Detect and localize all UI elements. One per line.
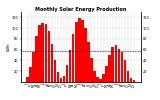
Bar bbox=[108, 55, 111, 82]
Bar bbox=[112, 47, 114, 82]
Bar bbox=[32, 52, 35, 82]
Bar bbox=[93, 71, 96, 82]
Bar bbox=[78, 18, 81, 82]
Bar bbox=[127, 71, 129, 82]
Bar bbox=[38, 26, 41, 82]
Bar bbox=[54, 60, 56, 82]
Bar bbox=[90, 58, 93, 82]
Bar bbox=[51, 44, 53, 82]
Bar bbox=[57, 72, 59, 82]
Title: Monthly Solar Energy Production: Monthly Solar Energy Production bbox=[35, 7, 127, 12]
Bar bbox=[105, 66, 108, 82]
Bar bbox=[48, 31, 50, 82]
Y-axis label: kWh: kWh bbox=[7, 43, 11, 51]
Bar bbox=[124, 60, 126, 82]
Bar bbox=[41, 23, 44, 82]
Bar bbox=[75, 22, 78, 82]
Bar bbox=[96, 77, 99, 82]
Bar bbox=[84, 28, 87, 82]
Bar bbox=[44, 24, 47, 82]
Bar bbox=[26, 77, 29, 82]
Bar bbox=[63, 76, 65, 82]
Bar bbox=[115, 45, 117, 82]
Bar bbox=[130, 78, 132, 82]
Bar bbox=[29, 67, 32, 82]
Bar bbox=[72, 34, 75, 82]
Bar bbox=[60, 78, 62, 82]
Bar bbox=[99, 79, 102, 82]
Bar bbox=[81, 20, 84, 82]
Bar bbox=[35, 36, 38, 82]
Bar bbox=[69, 50, 72, 82]
Bar bbox=[118, 49, 120, 82]
Bar bbox=[66, 65, 68, 82]
Bar bbox=[121, 52, 123, 82]
Bar bbox=[87, 42, 90, 82]
Bar bbox=[102, 74, 105, 82]
Bar bbox=[133, 80, 135, 82]
